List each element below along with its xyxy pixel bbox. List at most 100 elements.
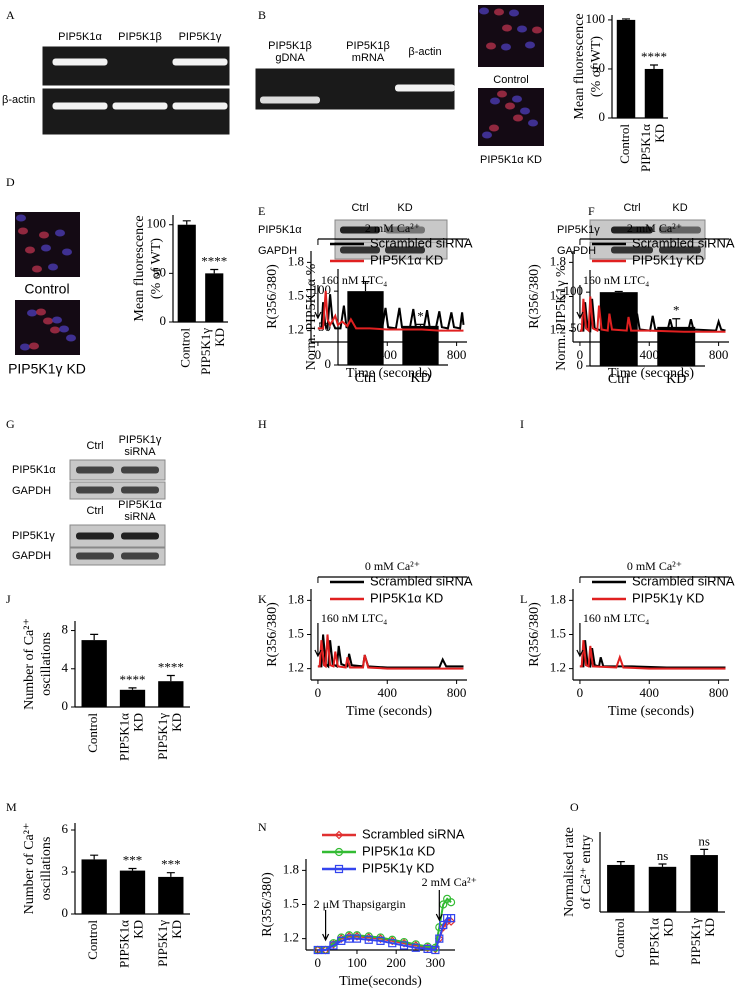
error-bar: [90, 633, 99, 641]
legend-label: Scrambled siRNA: [632, 573, 735, 588]
x-tick-label: 400: [378, 685, 398, 700]
error-bar: [616, 861, 625, 865]
row-label: PIP5K1γ: [557, 224, 600, 236]
marker: [439, 900, 448, 909]
x-tick-label: Control: [178, 328, 193, 368]
x-tick-label: KD: [169, 920, 184, 939]
marker: [321, 945, 330, 955]
lane-label: PIP5K1β: [118, 31, 162, 43]
lane-label: siRNA: [124, 446, 156, 458]
series-line: [317, 634, 464, 669]
marker: [446, 898, 456, 907]
y-tick-label: 0: [160, 313, 167, 328]
legend-label: PIP5K1γ KD: [632, 252, 704, 267]
panel-label: I: [520, 417, 524, 431]
error-bar: [90, 854, 99, 860]
row-label: GAPDH: [557, 245, 596, 257]
error-bar: [210, 268, 219, 274]
row-label: β-actin: [2, 94, 35, 106]
x-tick-label: KD: [410, 371, 430, 386]
cell: [528, 119, 538, 127]
condition-label: 0 mM Ca²⁺: [627, 559, 682, 573]
marker: [399, 941, 409, 950]
lane-label: PIP5K1γ: [179, 31, 222, 43]
bar: [119, 689, 146, 707]
y-tick-label: 1.8: [288, 591, 304, 606]
lane-label: PIP5K1α: [58, 31, 102, 43]
lane-label: Ctrl: [86, 440, 103, 452]
x-tick-label: 100: [347, 955, 367, 970]
significance: ns: [657, 848, 669, 863]
x-tick-label: 0: [315, 685, 322, 700]
x-tick-label: KD: [702, 918, 717, 937]
row-label: GAPDH: [12, 550, 51, 562]
cell: [20, 343, 30, 351]
x-tick-label: PIP5K1α: [116, 713, 131, 761]
x-tick-label: KD: [212, 328, 227, 347]
cell: [513, 114, 523, 122]
x-tick-label: PIP5K1α: [646, 918, 661, 966]
y-tick-label: 3: [62, 863, 69, 878]
y-tick-label: 1.5: [288, 625, 304, 640]
x-tick-label: 400: [640, 685, 660, 700]
y-tick-label: 1.5: [550, 625, 566, 640]
legend-label: Scrambled siRNA: [632, 235, 735, 250]
cell: [517, 25, 527, 33]
significance: ****: [120, 672, 146, 687]
marker: [334, 864, 344, 874]
x-tick-label: PIP5K1γ: [155, 713, 170, 760]
y-axis-label: Number of Ca²⁺: [22, 823, 37, 915]
band: [659, 226, 701, 234]
error-bar: [166, 872, 175, 877]
cell: [497, 90, 507, 98]
cell: [482, 131, 492, 139]
y-axis-label: Mean fluorescence: [132, 215, 147, 321]
cell: [39, 231, 49, 239]
panel-label: H: [258, 417, 267, 431]
y-tick-label: 0: [62, 698, 69, 713]
bar: [657, 326, 696, 366]
micrograph: [15, 212, 80, 277]
x-tick-label: Ctrl: [608, 372, 630, 387]
y-axis-label: R(356/380): [260, 872, 275, 937]
panel-label: D: [6, 175, 15, 189]
cell: [489, 124, 499, 132]
error-bar: [128, 867, 137, 871]
y-tick-label: 1.2: [550, 322, 566, 337]
lane-label: PIP5K1α: [118, 499, 162, 511]
marker: [313, 945, 322, 955]
cell: [501, 43, 511, 51]
legend-label: Scrambled siRNA: [362, 826, 465, 841]
x-axis-label: Time (seconds): [608, 366, 695, 381]
cell: [532, 26, 542, 34]
annotation: 2 mM Ca²⁺: [422, 875, 477, 889]
y-tick-label: 8: [62, 622, 69, 637]
cell: [32, 265, 42, 273]
annotation: 160 nM LTC₄: [583, 273, 649, 287]
x-tick-label: KD: [130, 920, 145, 939]
error-bar: [672, 318, 681, 327]
marker: [334, 847, 344, 857]
cell: [490, 97, 500, 105]
y-axis-label: R(356/380): [527, 602, 542, 667]
significance: *: [673, 303, 680, 318]
y-axis-label: Norm. PIP5K1α %: [304, 263, 319, 370]
x-tick-label: Control: [617, 124, 632, 164]
x-tick-label: 300: [426, 955, 446, 970]
band: [121, 532, 159, 540]
cell: [62, 248, 72, 256]
bar: [205, 273, 224, 322]
x-tick-label: 800: [447, 685, 467, 700]
y-tick-label: 1.2: [288, 660, 304, 675]
error-bar: [622, 18, 630, 20]
error-bar: [700, 848, 709, 856]
band: [385, 246, 425, 254]
y-tick-label: 50: [592, 60, 605, 75]
cell: [66, 334, 76, 342]
x-tick-label: 400: [378, 347, 398, 362]
blot-image: [69, 459, 166, 481]
significance: ***: [123, 852, 143, 867]
y-axis-label: oscillations: [39, 632, 54, 696]
x-tick-label: KD: [169, 713, 184, 732]
bar: [402, 325, 439, 365]
